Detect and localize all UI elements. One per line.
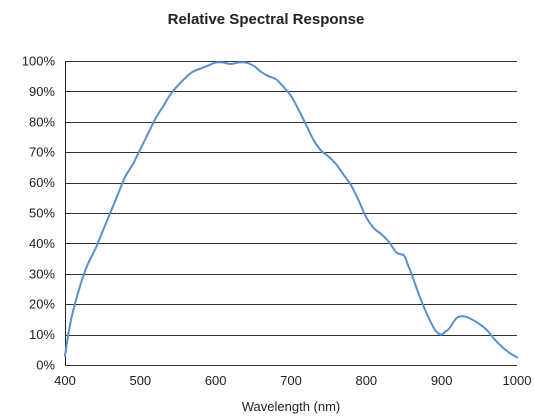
y-tick-label: 100% bbox=[22, 54, 56, 69]
x-tick-label: 700 bbox=[280, 373, 302, 388]
x-tick-label: 800 bbox=[355, 373, 377, 388]
y-tick-label: 40% bbox=[29, 236, 55, 251]
x-axis-label: Wavelength (nm) bbox=[242, 399, 341, 414]
x-tick-label: 600 bbox=[205, 373, 227, 388]
x-tick-label: 1000 bbox=[503, 373, 532, 388]
y-axis-tick-labels: 0% 10% 20% 30% 40% 50% 60% 70% 80% 90% 100% bbox=[22, 54, 56, 373]
x-axis-tick-labels: 400 500 600 700 800 900 1000 bbox=[54, 373, 531, 388]
chart-title: Relative Spectral Response bbox=[168, 11, 365, 28]
y-tick-label: 50% bbox=[29, 206, 55, 221]
y-tick-label: 0% bbox=[36, 358, 55, 373]
gridlines bbox=[65, 61, 517, 366]
y-tick-label: 10% bbox=[29, 327, 55, 342]
y-tick-label: 90% bbox=[29, 84, 55, 99]
x-tick-label: 400 bbox=[54, 373, 76, 388]
spectral-response-line bbox=[64, 61, 518, 359]
y-tick-label: 60% bbox=[29, 175, 55, 190]
x-tick-label: 900 bbox=[431, 373, 453, 388]
y-tick-label: 80% bbox=[29, 114, 55, 129]
y-tick-label: 30% bbox=[29, 266, 55, 281]
x-tick-label: 500 bbox=[129, 373, 151, 388]
y-tick-label: 20% bbox=[29, 297, 55, 312]
y-tick-label: 70% bbox=[29, 145, 55, 160]
